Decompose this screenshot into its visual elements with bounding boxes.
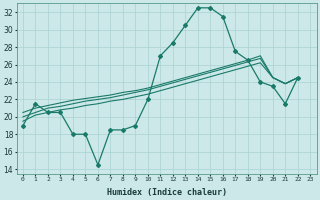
X-axis label: Humidex (Indice chaleur): Humidex (Indice chaleur) — [107, 188, 227, 197]
